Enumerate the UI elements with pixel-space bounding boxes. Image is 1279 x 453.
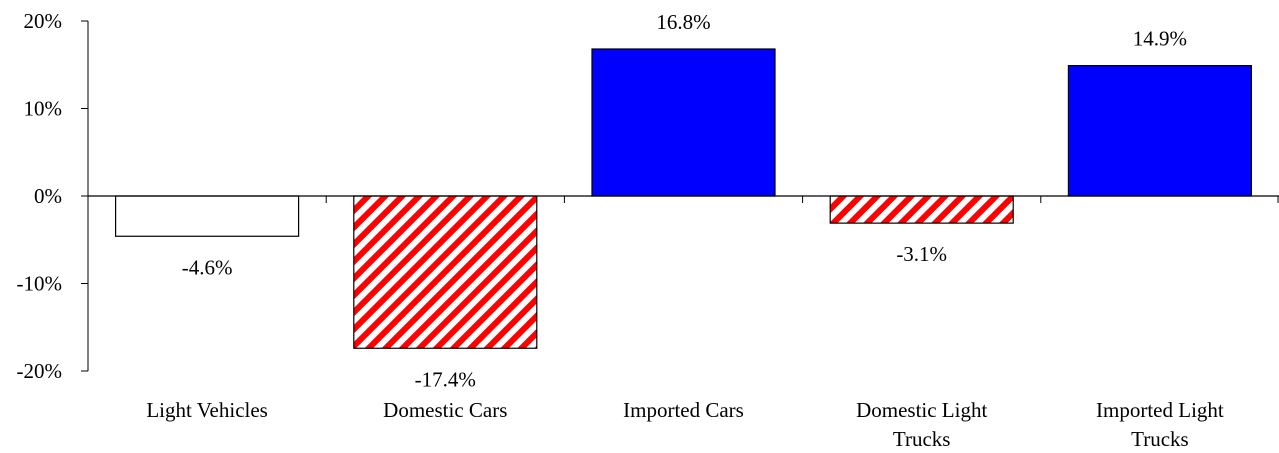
plot-area: 20% 10% 0% -10% -20% -4.6% Light Vehicles -17.4…: [17, 9, 1279, 451]
category-label-line: Imported Light: [1096, 398, 1224, 422]
bar: [114, 195, 300, 237]
y-tick-label: 20%: [24, 9, 63, 33]
data-label: -4.6%: [182, 255, 233, 279]
category-label-line: Imported Cars: [623, 398, 744, 422]
category-label-line: Trucks: [893, 427, 951, 451]
category-label-line: Trucks: [1131, 427, 1189, 451]
category-label: Light Vehicles: [146, 398, 268, 422]
y-tick-label: -20%: [17, 359, 63, 383]
category-label: Imported Light Trucks: [1096, 398, 1224, 451]
data-label: 16.8%: [656, 10, 710, 34]
y-tick-label: 10%: [24, 97, 63, 121]
category-label-line: Domestic Cars: [383, 398, 507, 422]
category-label: Imported Cars: [623, 398, 744, 422]
category-label: Domestic Light Trucks: [856, 398, 987, 451]
category-label-line: Domestic Light: [856, 398, 987, 422]
data-label: -17.4%: [415, 367, 476, 391]
y-tick-label: 0%: [34, 184, 62, 208]
data-label: -3.1%: [896, 242, 947, 266]
bar: [353, 195, 538, 349]
bar: [829, 195, 1014, 224]
bar: [1067, 65, 1253, 197]
category-label: Domestic Cars: [383, 398, 507, 422]
y-tick-label: -10%: [17, 272, 63, 296]
data-label: 14.9%: [1133, 27, 1187, 51]
bar: [591, 48, 776, 197]
category-label-line: Light Vehicles: [146, 398, 268, 422]
